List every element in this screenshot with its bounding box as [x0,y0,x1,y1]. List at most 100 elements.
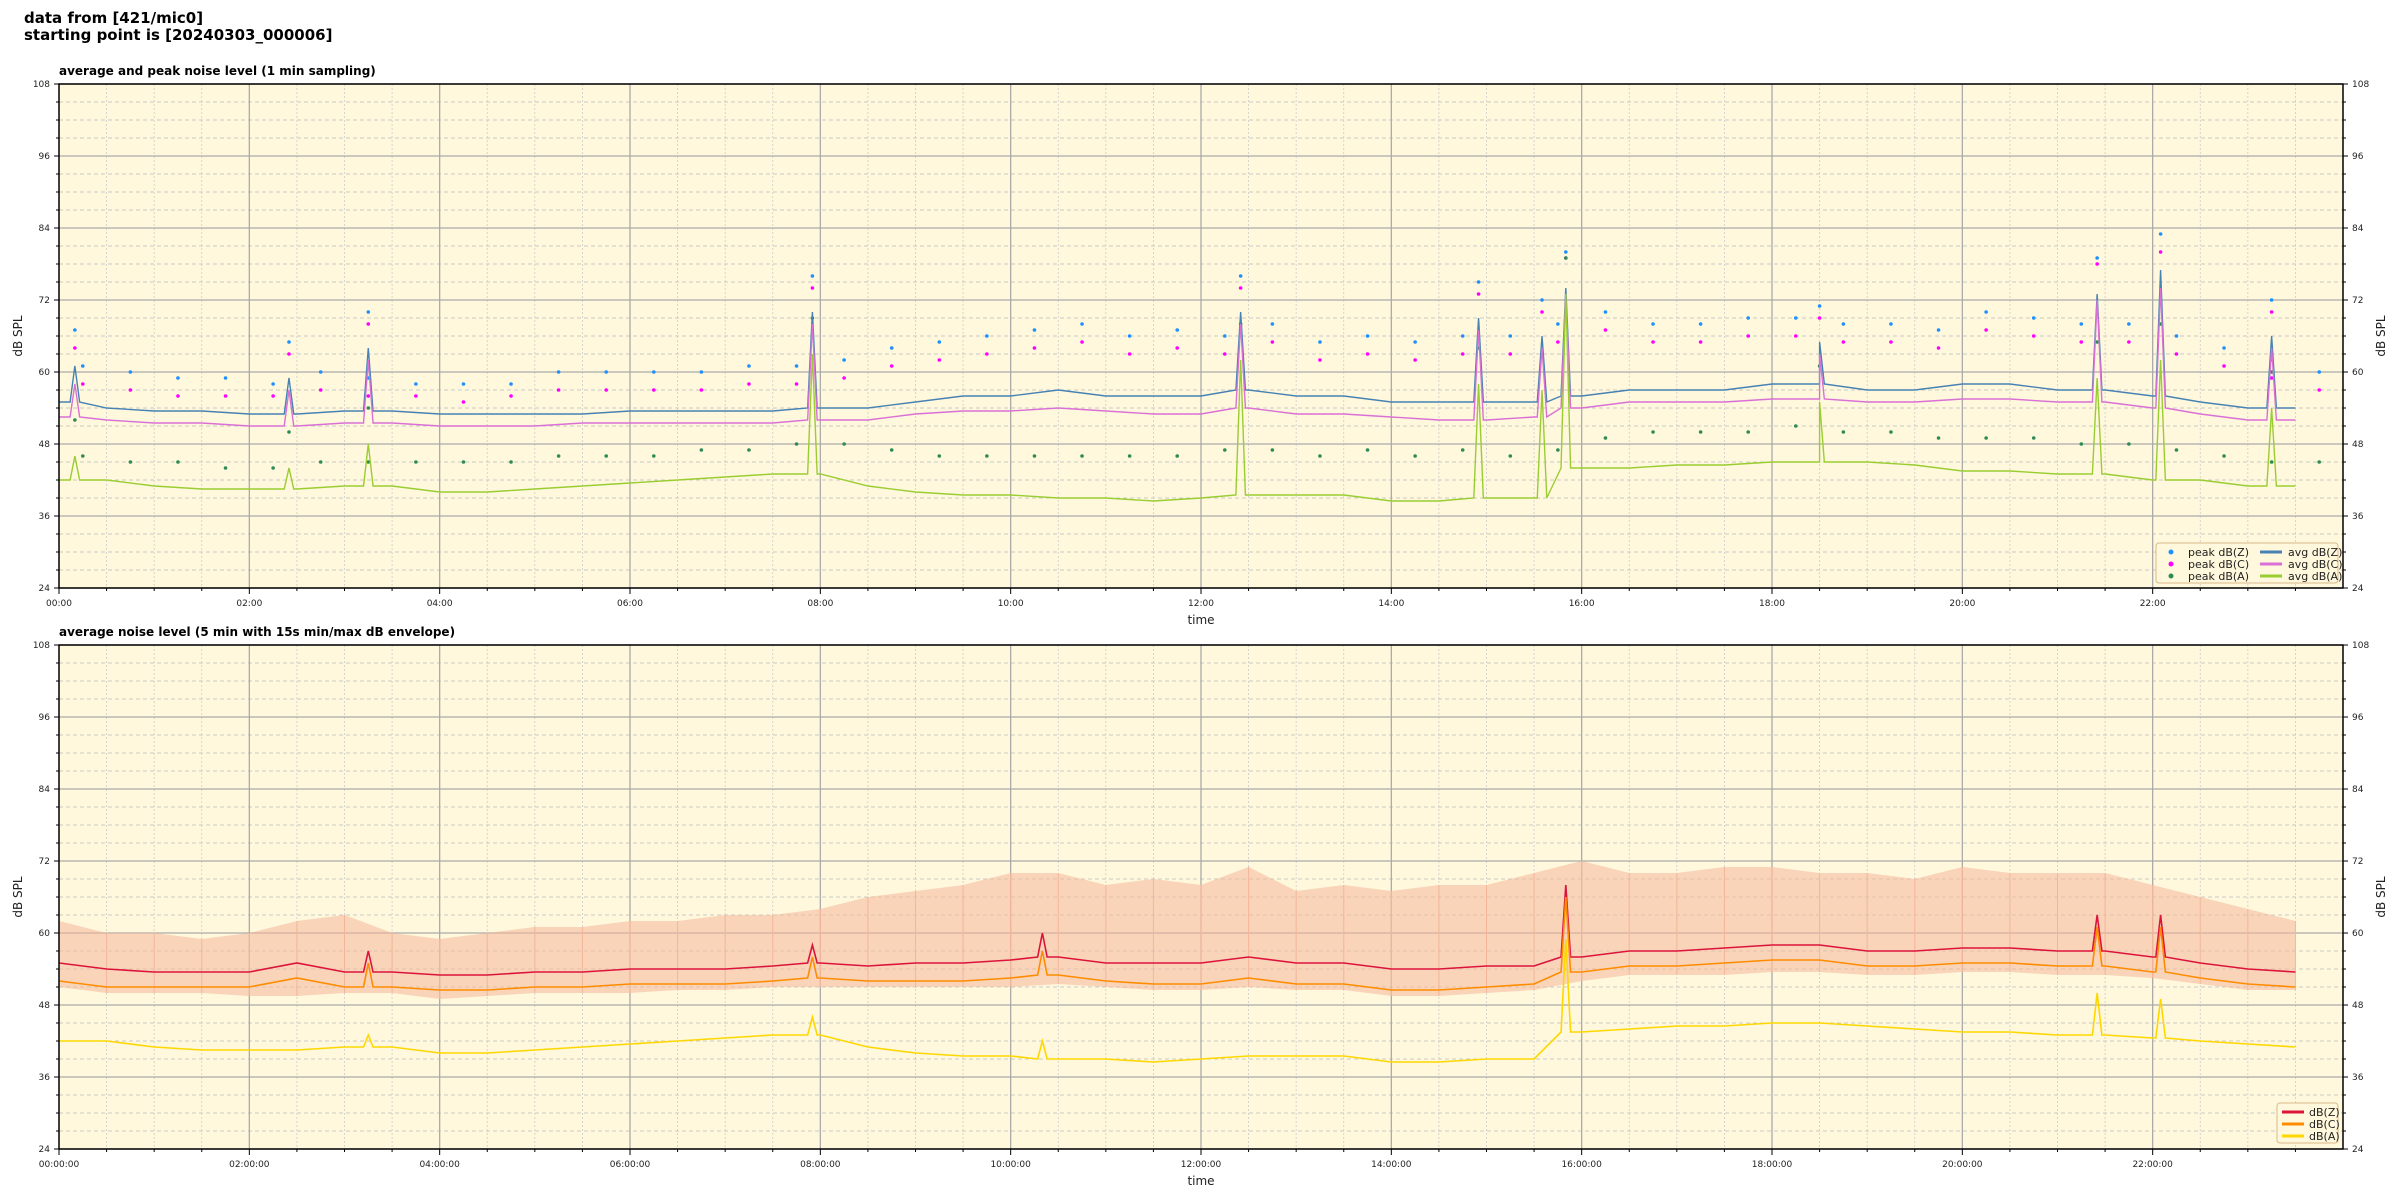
peak-point-z [1651,322,1655,326]
peak-point-z [699,370,704,374]
peak-point-z [842,358,846,362]
peak-point-z [1508,334,1513,338]
peak-point-a [651,454,656,458]
y-tick-label-right: 108 [2352,80,2369,90]
peak-point-c [2269,310,2274,314]
peak-point-c [80,382,85,386]
legend-label: peak dB(A) [2188,570,2249,583]
y-axis-label: dB SPL [11,876,25,918]
x-tick-label: 20:00:00 [1942,1160,1983,1170]
peak-point-a [2174,448,2179,452]
peak-point-a [2269,460,2274,464]
chart-title: average and peak noise level (1 min samp… [59,64,376,78]
peak-point-c [1222,352,1227,356]
peak-point-c [2031,334,2036,338]
peak-point-a [176,460,180,464]
peak-point-a [1127,454,1132,458]
y-tick-label: 84 [39,224,51,234]
y-tick-label: 36 [39,1073,51,1083]
peak-point-a [223,466,228,470]
x-tick-label: 08:00:00 [800,1160,841,1170]
x-tick-label: 04:00:00 [419,1160,460,1170]
legend-marker [2168,549,2174,555]
peak-point-c [556,388,561,392]
peak-point-c [604,388,609,392]
peak-point-a [80,454,85,458]
x-tick-label: 06:00:00 [610,1160,651,1170]
peak-point-c [2174,352,2179,356]
y-tick-label: 96 [39,713,51,723]
y-tick-label: 60 [39,929,51,939]
peak-point-z [1889,322,1893,326]
peak-point-c [1746,334,1751,338]
peak-point-a [2095,340,2099,344]
peak-point-c [747,382,751,386]
peak-point-c [1365,352,1370,356]
peak-point-z [556,370,561,374]
peak-point-c [1318,358,1322,362]
peak-point-a [985,454,989,458]
y-tick-label-right: 84 [2352,785,2364,795]
axes-frame [58,644,2344,1150]
x-tick-label: 16:00:00 [1561,1160,1602,1170]
x-tick-label: 12:00 [1188,599,1214,609]
header-source: data from [421/mic0] [24,9,204,27]
legend-label: dB(Z) [2309,1106,2340,1119]
legend-label: dB(C) [2309,1118,2340,1131]
peak-point-c [810,286,815,290]
peak-point-c [1540,310,1544,314]
peak-point-c [176,394,180,398]
y-tick-label: 72 [39,857,50,867]
peak-point-z [1564,250,1568,254]
peak-point-z [1365,334,1370,338]
peak-point-c [651,388,656,392]
peak-point-c [2095,262,2099,266]
x-tick-label: 04:00 [427,599,453,609]
x-tick-label: 00:00 [46,599,72,609]
y-tick-label-right: 60 [2352,929,2364,939]
peak-point-a [1365,448,1370,452]
peak-point-a [1746,430,1751,434]
peak-point-a [889,448,894,452]
avg-line-c [59,287,2296,427]
avg-line-z [59,269,2296,415]
peak-point-a [1222,448,1227,452]
peak-point-z [509,382,513,386]
x-tick-label: 00:00:00 [39,1160,80,1170]
x-tick-label: 02:00 [236,599,262,609]
peak-point-c [2269,376,2274,380]
peak-point-a [128,460,133,464]
y-axis-label: dB SPL [11,315,25,357]
peak-point-a [509,460,513,464]
x-tick-label: 14:00 [1378,599,1404,609]
y-tick-label-right: 36 [2352,512,2364,522]
peak-point-z [414,382,418,386]
legend-box [2155,542,2339,584]
peak-point-a [318,460,323,464]
peak-point-z [318,370,323,374]
y-tick-label: 96 [39,152,51,162]
peak-point-z [937,340,942,344]
peak-point-a [287,430,291,434]
peak-point-c [1175,346,1180,350]
peak-point-z [1984,310,1988,314]
peak-point-z [1793,316,1798,320]
peak-point-c [1460,352,1465,356]
peak-point-c [1984,328,1988,332]
peak-point-c [1817,316,1822,320]
peak-point-a [2127,442,2131,446]
peak-point-z [366,310,371,314]
peak-point-c [1651,340,1655,344]
peak-point-a [1080,454,1084,458]
x-tick-label: 06:00 [617,599,643,609]
peak-point-z [1817,304,1822,308]
y-tick-label: 48 [39,440,51,450]
peak-point-z [2031,316,2036,320]
y-tick-label-right: 24 [2352,1145,2364,1155]
legend-label: peak dB(Z) [2188,546,2249,559]
y-tick-label-right: 96 [2352,713,2364,723]
series-line-dba [59,938,2296,1063]
peak-point-a [1564,256,1568,260]
peak-point-c [794,382,799,386]
x-tick-label: 10:00 [998,599,1024,609]
